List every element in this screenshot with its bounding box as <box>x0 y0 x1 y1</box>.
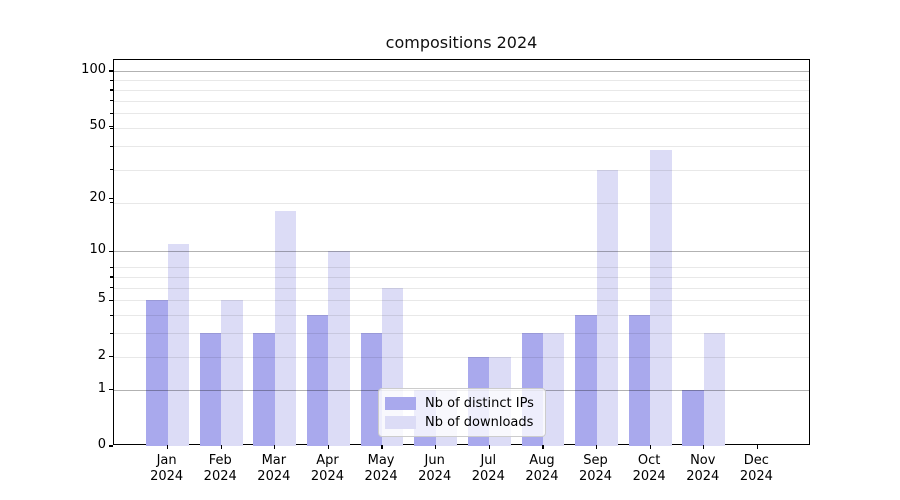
x-tick-mark <box>220 444 222 449</box>
bar-nb-of-distinct-ips-nov <box>682 389 704 446</box>
y-tick-label: 2 <box>97 347 106 363</box>
legend-item-distinct-ips: Nb of distinct IPs <box>385 396 537 411</box>
x-tick-mark <box>274 444 276 449</box>
x-tick-label: Sep 2024 <box>578 453 613 484</box>
minor-gridline <box>114 202 809 204</box>
minor-gridline <box>114 169 809 171</box>
y-minor-tick-mark <box>110 266 113 269</box>
x-tick-label: Apr 2024 <box>310 453 344 484</box>
minor-gridline <box>114 128 809 130</box>
bar-nb-of-downloads-nov <box>703 333 726 446</box>
y-minor-tick-mark <box>110 89 113 91</box>
y-minor-tick-mark <box>110 201 113 204</box>
x-tick-mark <box>167 444 169 449</box>
y-tick-label: 20 <box>89 189 106 205</box>
x-tick-label: Dec 2024 <box>739 453 773 484</box>
y-tick-mark <box>108 389 113 391</box>
x-tick-mark <box>703 444 705 449</box>
minor-gridline <box>114 100 809 102</box>
x-tick-label: Jun 2024 <box>418 453 452 484</box>
bar-nb-of-downloads-jan <box>167 244 189 446</box>
bar-nb-of-distinct-ips-oct <box>628 315 651 446</box>
minor-gridline <box>114 287 809 289</box>
bar-nb-of-downloads-apr <box>328 251 350 446</box>
y-minor-tick-mark <box>110 314 113 316</box>
x-tick-mark <box>381 444 383 449</box>
y-minor-tick-mark <box>110 100 113 102</box>
legend-swatch-downloads <box>385 415 416 429</box>
y-tick-mark <box>108 125 113 128</box>
x-tick-mark <box>488 444 490 449</box>
y-minor-tick-mark <box>110 127 113 129</box>
major-gridline <box>114 70 809 72</box>
minor-gridline <box>114 80 809 82</box>
y-minor-tick-mark <box>110 287 113 289</box>
x-tick-label: Mar 2024 <box>257 453 291 484</box>
bar-nb-of-downloads-oct <box>650 150 672 446</box>
minor-gridline <box>114 315 809 317</box>
y-tick-label: 100 <box>81 61 106 77</box>
y-minor-tick-mark <box>110 145 113 147</box>
bar-nb-of-distinct-ips-mar <box>253 333 275 446</box>
legend: Nb of distinct IPs Nb of downloads <box>378 388 546 437</box>
x-tick-label: Jan 2024 <box>150 453 184 484</box>
minor-gridline <box>114 277 809 279</box>
x-tick-label: Aug 2024 <box>525 453 559 484</box>
minor-gridline <box>114 333 809 335</box>
x-tick-mark <box>435 444 437 449</box>
x-tick-mark <box>327 444 330 449</box>
x-tick-mark <box>542 444 544 449</box>
bar-nb-of-distinct-ips-apr <box>307 315 329 446</box>
x-tick-mark <box>756 444 758 449</box>
y-tick-mark <box>108 250 113 252</box>
chart-title: compositions 2024 <box>385 33 538 52</box>
y-minor-tick-mark <box>110 79 113 81</box>
y-tick-label: 5 <box>97 291 106 307</box>
x-tick-label: Oct 2024 <box>632 453 666 484</box>
y-minor-tick-mark <box>110 112 113 114</box>
bar-nb-of-downloads-mar <box>274 211 297 446</box>
y-tick-label: 50 <box>89 117 106 133</box>
bar-nb-of-distinct-ips-jan <box>146 300 168 446</box>
legend-label-distinct-ips: Nb of distinct IPs <box>425 395 534 411</box>
y-tick-label: 0 <box>97 437 106 452</box>
minor-gridline <box>114 146 809 148</box>
bar-nb-of-downloads-aug <box>542 333 565 446</box>
y-minor-tick-mark <box>110 169 113 171</box>
bar-nb-of-distinct-ips-sep <box>575 315 597 446</box>
minor-gridline <box>114 356 809 358</box>
x-tick-mark <box>595 444 598 449</box>
legend-item-downloads: Nb of downloads <box>385 415 537 430</box>
y-minor-tick-mark <box>110 276 113 278</box>
bar-nb-of-distinct-ips-feb <box>199 333 222 446</box>
x-tick-mark <box>649 444 651 449</box>
y-tick-mark <box>108 299 113 301</box>
bar-nb-of-distinct-ips-may <box>360 333 383 446</box>
y-tick-label: 10 <box>89 242 106 258</box>
y-minor-tick-mark <box>110 332 113 334</box>
legend-label-downloads: Nb of downloads <box>425 414 534 430</box>
bar-nb-of-downloads-feb <box>221 300 243 446</box>
y-tick-mark <box>108 70 113 72</box>
x-tick-label: Feb 2024 <box>203 453 237 484</box>
y-tick-mark <box>108 445 113 447</box>
minor-gridline <box>114 300 809 302</box>
x-tick-label: May 2024 <box>364 453 398 484</box>
minor-gridline <box>114 89 809 91</box>
y-tick-mark <box>108 356 113 358</box>
y-tick-label: 1 <box>97 380 106 396</box>
x-tick-label: Jul 2024 <box>471 453 505 484</box>
legend-swatch-distinct-ips <box>385 396 416 410</box>
major-gridline <box>114 251 809 253</box>
x-tick-label: Nov 2024 <box>686 453 720 484</box>
minor-gridline <box>114 113 809 115</box>
minor-gridline <box>114 267 809 269</box>
bar-nb-of-downloads-sep <box>596 169 618 446</box>
y-tick-mark <box>108 198 113 200</box>
